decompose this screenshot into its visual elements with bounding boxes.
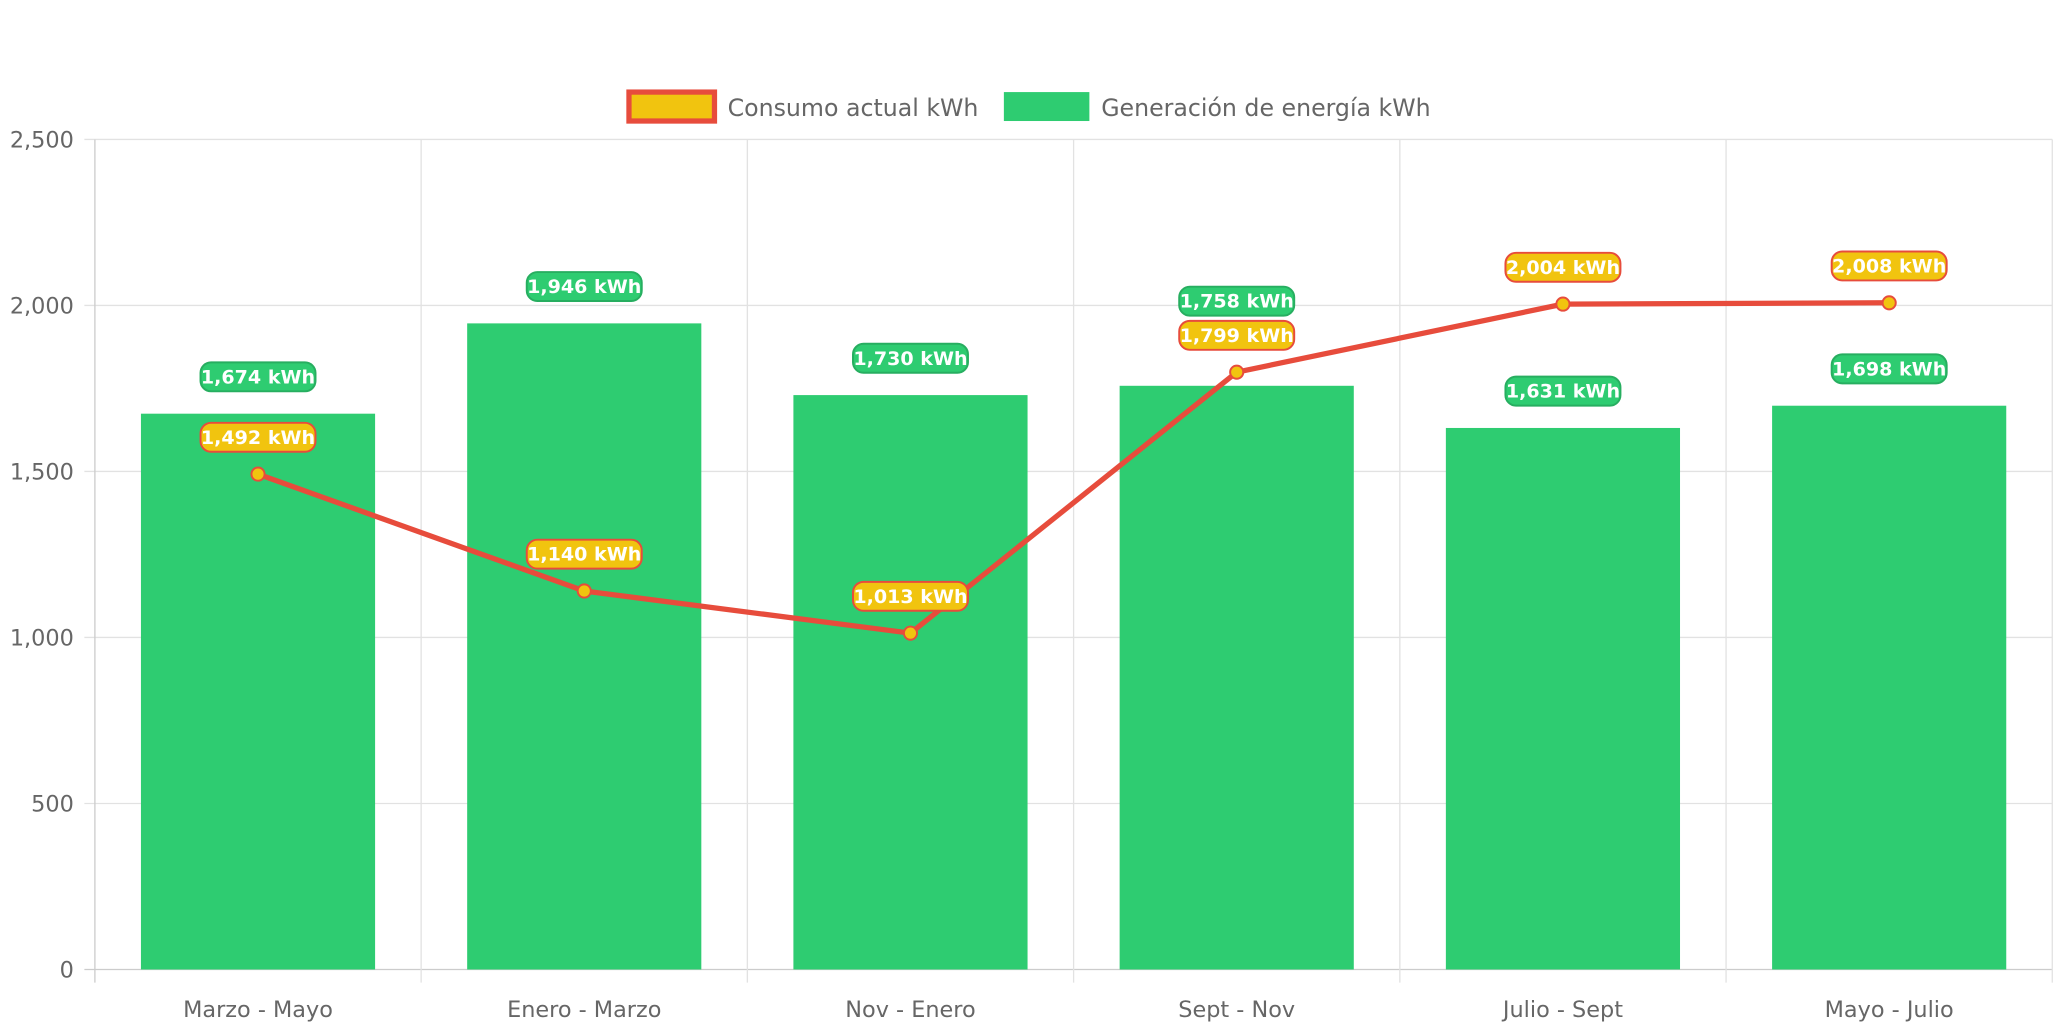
legend-label-consumo[interactable]: Consumo actual kWh	[728, 94, 979, 122]
line-point	[1229, 364, 1245, 380]
line-data-label-bg	[1178, 319, 1296, 351]
bar-data-label: 1,730 kWh	[853, 348, 967, 370]
line-point	[902, 625, 919, 641]
bar-data-label: 1,946 kWh	[527, 276, 641, 298]
bar-data-label: 1,631 kWh	[1506, 381, 1620, 403]
bar-data-label: 1,758 kWh	[1180, 291, 1294, 313]
line-point	[576, 583, 592, 599]
line-point	[1881, 295, 1897, 311]
axes: 0 500 1,000 1,500 2,000 2,500 Marzo - Mayo Ener…	[10, 127, 1954, 1023]
line-data-label: 2,008 kWh	[1832, 256, 1946, 278]
line-point	[250, 466, 266, 482]
line-data-label-bg	[199, 421, 317, 453]
legend-swatch-generacion	[1003, 92, 1090, 122]
bars	[140, 323, 2007, 970]
line-point	[1555, 296, 1571, 312]
legend[interactable]: Consumo actual kWh Generación de energía…	[626, 89, 1431, 124]
bar-data-label: 1,698 kWh	[1832, 358, 1946, 380]
bar	[793, 395, 1028, 970]
bar	[1445, 427, 1681, 970]
line-series	[250, 295, 1897, 641]
bar-data-label-bg	[1504, 375, 1622, 407]
line-data-label-bg	[1504, 251, 1622, 283]
data-labels: 1,674 kWh 1,492 kWh 1,946 kWh 1,140 kWh 1,73…	[199, 250, 1948, 612]
line-data-label: 1,013 kWh	[853, 586, 967, 608]
bar-data-label: 1,674 kWh	[201, 366, 315, 388]
x-tick-label: Mayo - Julio	[1825, 997, 1954, 1023]
bar	[467, 323, 702, 970]
bar-data-label-bg	[525, 271, 643, 303]
bar-data-label-bg	[1178, 285, 1296, 317]
y-tick-label: 2,000	[10, 293, 74, 319]
bar	[140, 413, 376, 970]
bar	[1119, 385, 1354, 970]
legend-swatch-consumo	[626, 89, 718, 124]
bar-data-label-bg	[199, 361, 317, 393]
y-tick-label: 0	[60, 957, 74, 983]
bar-data-label-bg	[1830, 353, 1948, 385]
y-tick-label: 1,000	[10, 625, 74, 651]
line-data-label: 1,492 kWh	[201, 427, 315, 449]
x-tick-label: Marzo - Mayo	[183, 997, 333, 1023]
line-path	[257, 300, 1890, 636]
x-tick-label: Nov - Enero	[845, 997, 975, 1023]
bar-data-label-bg	[852, 342, 969, 374]
x-tick-label: Sept - Nov	[1178, 997, 1295, 1023]
grid	[84, 138, 2053, 983]
y-tick-label: 500	[31, 791, 74, 817]
y-tick-label: 2,500	[10, 127, 74, 153]
line-data-label: 1,799 kWh	[1180, 325, 1294, 347]
legend-label-generacion[interactable]: Generación de energía kWh	[1101, 94, 1430, 122]
line-data-label: 2,004 kWh	[1506, 257, 1620, 279]
line-data-label-bg	[525, 538, 643, 570]
x-tick-label: Julio - Sept	[1501, 997, 1623, 1023]
bar	[1772, 405, 2007, 970]
line-data-label: 1,140 kWh	[527, 544, 641, 566]
y-tick-label: 1,500	[10, 459, 74, 485]
x-tick-label: Enero - Marzo	[507, 997, 661, 1023]
line-data-label-bg	[1830, 250, 1948, 282]
line-data-label-bg	[852, 580, 969, 612]
